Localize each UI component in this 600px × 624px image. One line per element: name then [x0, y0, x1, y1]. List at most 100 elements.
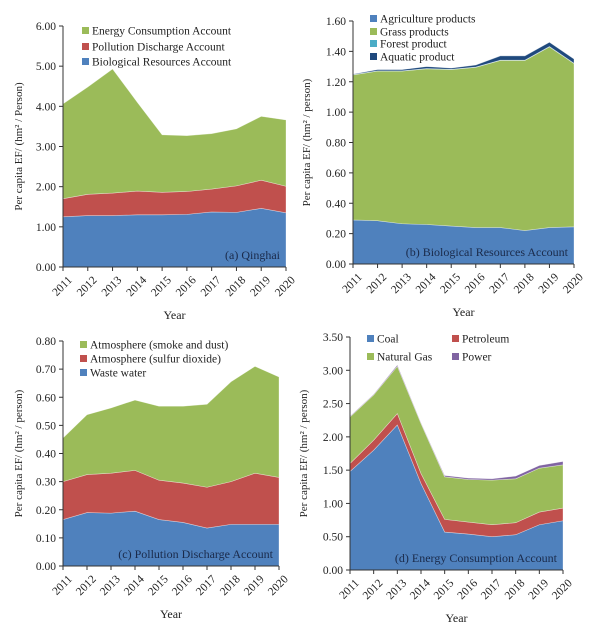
x-tick-label: 2011	[50, 573, 75, 598]
legend-item: Grass products	[370, 27, 449, 39]
legend-item: Aquatic product	[370, 52, 455, 64]
x-tick-label: 2012	[75, 274, 100, 299]
y-tick-label: 1.20	[326, 77, 346, 89]
legend-item: Forest product	[370, 39, 448, 51]
area-grass-products	[352, 46, 575, 231]
legend-swatch	[80, 369, 87, 376]
x-tick-label: 2016	[455, 577, 480, 602]
legend-label: Biological Resources Account	[92, 57, 232, 69]
x-tick-label: 2017	[479, 577, 504, 602]
area-atmosphere-smoke-and-dust	[62, 365, 280, 488]
y-tick-label: 2.00	[36, 182, 56, 194]
legend-swatch	[370, 40, 377, 47]
y-tick-label: 0.20	[326, 229, 346, 241]
y-tick-label: 0.00	[326, 259, 346, 271]
x-tick-label: 2015	[432, 577, 457, 602]
y-tick-label: 6.00	[36, 21, 56, 33]
x-tick-label: 2019	[537, 271, 562, 296]
legend-item: Petroleum	[452, 334, 509, 346]
x-tick-label: 2013	[384, 577, 409, 602]
x-tick-label: 2019	[526, 577, 551, 602]
legend-label: Atmosphere (smoke and dust)	[90, 340, 228, 352]
legend-label: Atmosphere (sulfur dioxide)	[90, 354, 221, 366]
legend-label: Coal	[377, 334, 399, 346]
y-tick-label: 5.00	[36, 61, 56, 73]
legend-swatch	[370, 28, 377, 35]
y-tick-label: 0.30	[36, 477, 56, 489]
legend-item: Power	[452, 352, 492, 364]
y-tick-label: 0.00	[323, 565, 343, 577]
legend: Energy Consumption Account Pollution Disc…	[82, 26, 232, 69]
legend-item: Atmosphere (sulfur dioxide)	[80, 354, 221, 366]
panel-label: (a) Qinghai	[225, 248, 281, 262]
legend-label: Waste water	[90, 368, 146, 380]
legend-item: Biological Resources Account	[82, 57, 232, 69]
y-tick-label: 1.60	[326, 16, 346, 28]
legend-label: Energy Consumption Account	[92, 26, 232, 38]
legend: Coal Petroleum Natural Gas Power	[367, 334, 509, 364]
x-tick-label: 2017	[487, 271, 512, 296]
x-axis-label: Year	[163, 308, 185, 322]
y-tick-label: 0.70	[36, 364, 56, 376]
y-tick-label: 0.50	[323, 532, 343, 544]
x-tick-label: 2013	[389, 271, 414, 296]
x-tick-label: 2019	[248, 274, 273, 299]
legend-swatch	[452, 335, 459, 342]
y-axis-label: Per capita EF/ (hm² / person)	[298, 389, 310, 517]
y-tick-label: 4.00	[36, 101, 56, 113]
x-tick-label: 2020	[266, 573, 291, 598]
legend-label: Grass products	[380, 27, 449, 39]
x-tick-label: 2014	[122, 573, 147, 598]
x-tick-label: 2020	[550, 577, 575, 602]
legend-item: Coal	[367, 334, 399, 346]
legend-swatch	[80, 341, 87, 348]
x-tick-label: 2011	[50, 274, 75, 299]
chart-panel-c: 0.00 0.10 0.20 0.30 0.40 0.50 0.60 0.70 0.80 2011…	[13, 336, 291, 621]
legend-swatch	[367, 335, 374, 342]
legend-item: Agriculture products	[370, 14, 476, 26]
y-tick-label: 1.00	[323, 498, 343, 510]
legend: Atmosphere (smoke and dust) Atmosphere (s…	[80, 340, 228, 380]
y-tick-label: 1.40	[326, 46, 346, 58]
x-tick-label: 2012	[365, 271, 390, 296]
chart-panel-a: 0.00 1.00 2.00 3.00 4.00 5.00 6.00 2011 2012 2013…	[13, 21, 298, 322]
chart-panel-b: 0.00 0.20 0.40 0.60 0.80 1.00 1.20 1.40 1.60 2011…	[301, 14, 586, 320]
area-energy-consumption-account	[62, 68, 287, 200]
y-axis-label: Per capita EF/ (hm² / Person)	[13, 82, 25, 211]
x-tick-label: 2015	[149, 274, 174, 299]
x-tick-label: 2015	[438, 271, 463, 296]
x-tick-label: 2012	[74, 573, 99, 598]
y-tick-label: 3.00	[36, 142, 56, 154]
area-aquatic-product	[352, 41, 575, 75]
legend-label: Agriculture products	[380, 14, 476, 26]
legend-swatch	[82, 43, 89, 50]
y-tick-label: 0.60	[326, 168, 346, 180]
x-tick-label: 2018	[218, 573, 243, 598]
x-tick-label: 2020	[273, 274, 298, 299]
x-tick-label: 2018	[503, 577, 528, 602]
y-tick-label: 3.50	[323, 332, 343, 344]
y-tick-label: 0.60	[36, 392, 56, 404]
y-tick-label: 2.50	[323, 399, 343, 411]
panel-label: (c) Pollution Discharge Account	[118, 547, 273, 561]
x-tick-label: 2016	[174, 274, 199, 299]
y-tick-label: 0.40	[326, 198, 346, 210]
y-tick-label: 0.80	[36, 336, 56, 348]
legend-swatch	[82, 27, 89, 34]
panel-label: (b) Biological Resources Account	[406, 245, 569, 259]
x-tick-label: 2018	[512, 271, 537, 296]
chart-panel-d: 0.00 0.50 1.00 1.50 2.00 2.50 3.00 3.50 20112012…	[298, 332, 575, 624]
y-tick-label: 0.50	[36, 420, 56, 432]
legend-swatch	[80, 355, 87, 362]
legend-label: Natural Gas	[377, 352, 433, 364]
x-tick-label: 2012	[361, 577, 386, 602]
y-tick-label: 1.00	[326, 107, 346, 119]
y-tick-label: 0.00	[36, 561, 56, 573]
x-tick-label: 2019	[242, 573, 267, 598]
x-tick-label: 2011	[337, 577, 362, 602]
y-tick-label: 0.20	[36, 505, 56, 517]
x-tick-label: 2017	[194, 573, 219, 598]
legend-label: Petroleum	[462, 334, 509, 346]
